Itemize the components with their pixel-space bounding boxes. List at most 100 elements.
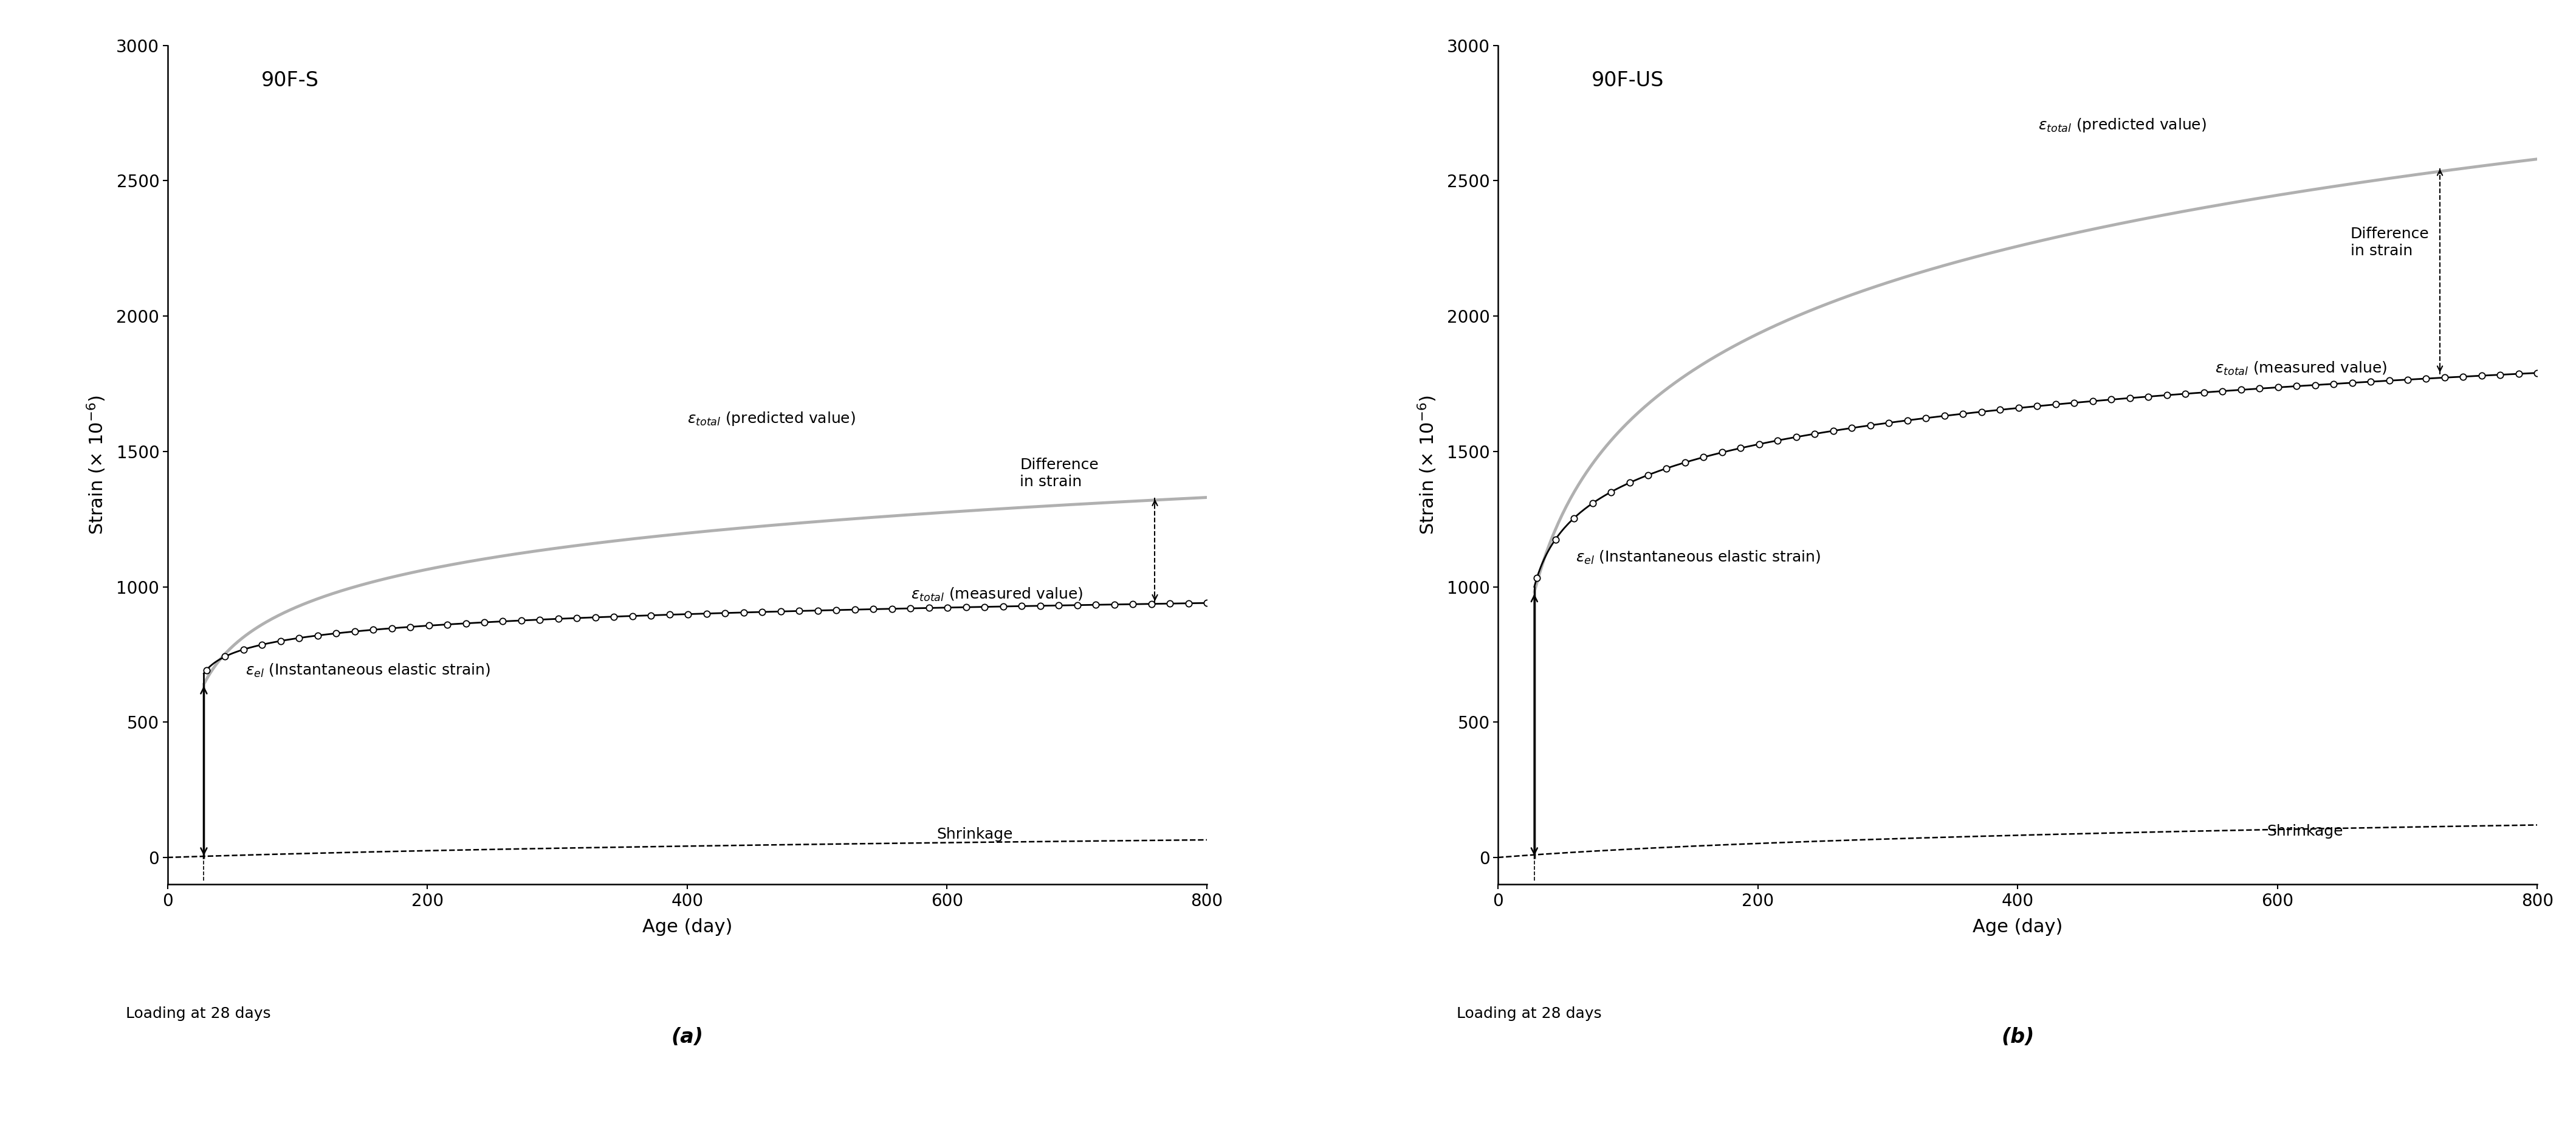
Point	[2164, 384, 2205, 403]
Point	[242, 635, 283, 653]
Y-axis label: Strain ($\times\ \mathregular{10^{-6}}$): Strain ($\times\ \mathregular{10^{-6}}$)	[1417, 395, 1437, 535]
Point	[2481, 365, 2522, 383]
Point	[2146, 386, 2187, 404]
Point	[1906, 409, 1947, 428]
Point	[1757, 431, 1798, 449]
Point	[963, 598, 1005, 616]
Point	[1739, 435, 1780, 454]
Point	[685, 604, 726, 623]
Point	[2221, 381, 2262, 399]
Point	[2517, 364, 2558, 382]
Point	[224, 641, 265, 659]
Point	[1056, 596, 1097, 615]
Point	[760, 602, 801, 620]
Point	[1113, 595, 1154, 613]
Point	[1960, 403, 2002, 421]
Point	[1517, 569, 1558, 587]
Point	[706, 604, 747, 623]
Point	[1942, 405, 1984, 423]
Point	[446, 615, 487, 633]
Point	[389, 618, 430, 636]
Point	[2388, 371, 2429, 389]
Point	[945, 598, 987, 616]
Point	[2202, 382, 2244, 400]
Text: $\varepsilon_{total}$ (measured value): $\varepsilon_{total}$ (measured value)	[912, 586, 1082, 603]
Point	[2053, 393, 2094, 412]
Text: $\varepsilon_{el}$ (Instantaneous elastic strain): $\varepsilon_{el}$ (Instantaneous elasti…	[245, 662, 489, 679]
X-axis label: Age (day): Age (day)	[641, 919, 732, 936]
Point	[2406, 370, 2447, 388]
Text: Shrinkage: Shrinkage	[2267, 824, 2344, 839]
Point	[2257, 379, 2298, 397]
Point	[2092, 390, 2133, 408]
Point	[1999, 399, 2040, 417]
Point	[1868, 414, 1909, 432]
Point	[909, 599, 951, 617]
Point	[1721, 439, 1762, 457]
Point	[1664, 454, 1705, 472]
Point	[613, 607, 654, 625]
Point	[1628, 466, 1669, 484]
Point	[2017, 397, 2058, 415]
X-axis label: Age (day): Age (day)	[1973, 919, 2063, 936]
Point	[667, 606, 708, 624]
Point	[927, 599, 969, 617]
Point	[1020, 596, 1061, 615]
Point	[1571, 494, 1613, 513]
Point	[538, 610, 580, 628]
Point	[1038, 596, 1079, 615]
Point	[2424, 369, 2465, 387]
Point	[2277, 378, 2318, 396]
Point	[2239, 380, 2280, 398]
Point	[742, 603, 783, 621]
Point	[2128, 388, 2169, 406]
Point	[631, 607, 672, 625]
Point	[1188, 594, 1229, 612]
Point	[1978, 400, 2020, 418]
Point	[2035, 396, 2076, 414]
Point	[1775, 428, 1816, 446]
Point	[335, 623, 376, 641]
Text: Difference
in strain: Difference in strain	[1020, 458, 1097, 489]
Point	[2349, 373, 2391, 391]
Point	[2499, 365, 2540, 383]
Point	[778, 602, 819, 620]
Text: Loading at 28 days: Loading at 28 days	[1455, 1006, 1602, 1021]
Point	[371, 619, 412, 637]
Point	[796, 601, 837, 619]
Point	[260, 632, 301, 650]
Point	[556, 609, 598, 627]
Point	[1886, 412, 1927, 430]
Point	[353, 620, 394, 638]
Text: $\varepsilon_{el}$ (Instantaneous elastic strain): $\varepsilon_{el}$ (Instantaneous elasti…	[1577, 549, 1821, 566]
Point	[1832, 418, 1873, 437]
Text: 90F-S: 90F-S	[260, 70, 319, 91]
Text: $\varepsilon_{total}$ (measured value): $\varepsilon_{total}$ (measured value)	[2215, 361, 2388, 376]
Point	[1646, 459, 1687, 477]
Point	[1589, 483, 1631, 501]
Point	[1535, 531, 1577, 549]
Point	[204, 648, 245, 666]
Text: $\varepsilon_{total}$ (predicted value): $\varepsilon_{total}$ (predicted value)	[2038, 117, 2208, 134]
Point	[2442, 367, 2483, 386]
Point	[2367, 372, 2409, 390]
Point	[889, 599, 930, 617]
Y-axis label: Strain ($\times\ \mathregular{10^{-6}}$): Strain ($\times\ \mathregular{10^{-6}}$)	[85, 395, 108, 535]
Point	[1074, 595, 1115, 613]
Point	[314, 625, 355, 643]
Text: (b): (b)	[2002, 1027, 2035, 1047]
Point	[2071, 392, 2112, 411]
Point	[464, 613, 505, 632]
Point	[1095, 595, 1136, 613]
Point	[871, 600, 912, 618]
Text: 90F-US: 90F-US	[1592, 70, 1664, 91]
Point	[428, 616, 469, 634]
Point	[817, 601, 858, 619]
Point	[2295, 376, 2336, 395]
Point	[2184, 383, 2226, 401]
Point	[520, 610, 562, 628]
Text: Loading at 28 days: Loading at 28 days	[126, 1006, 270, 1021]
Point	[1814, 422, 1855, 440]
Point	[835, 601, 876, 619]
Point	[592, 608, 634, 626]
